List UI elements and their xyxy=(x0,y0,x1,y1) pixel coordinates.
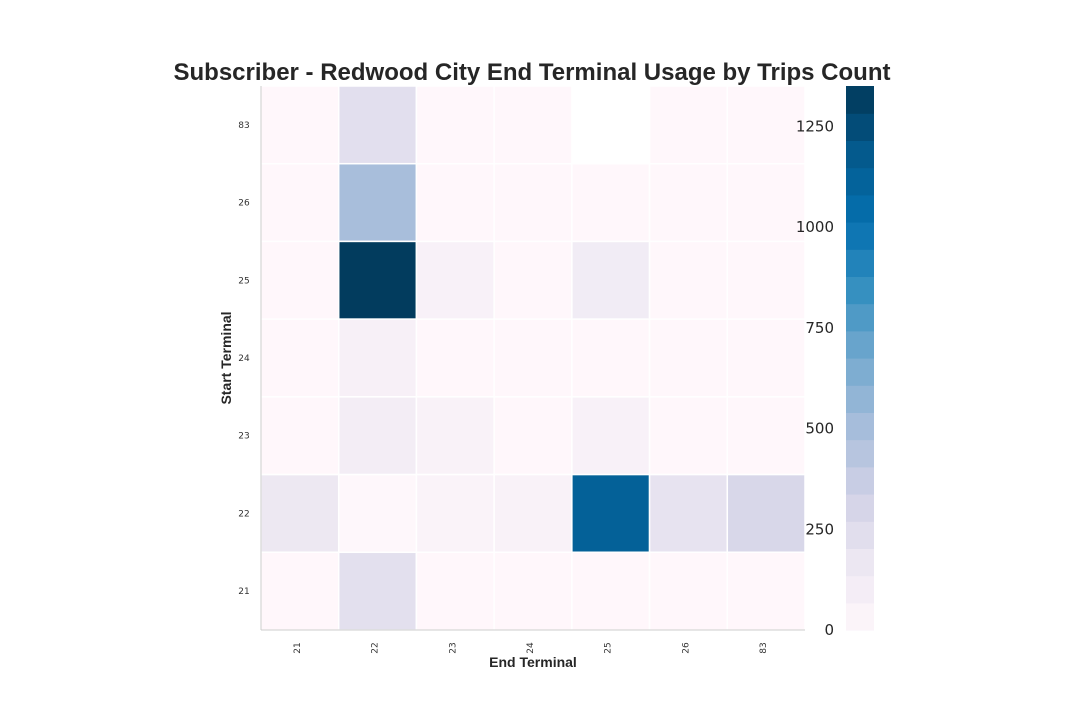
heatmap-cell-23-24 xyxy=(493,396,573,476)
x-tick-label: 21 xyxy=(293,642,303,653)
colorbar-level xyxy=(846,303,874,332)
colorbar-level xyxy=(846,330,874,359)
heatmap-cell-21-83 xyxy=(726,551,806,631)
heatmap-cell-22-83 xyxy=(726,473,806,554)
colorbar-level xyxy=(846,521,874,549)
x-tick-label: 83 xyxy=(759,642,769,653)
x-tick-label: 24 xyxy=(526,642,536,654)
heatmap-cell-25-22 xyxy=(337,240,418,320)
heatmap-cell-83-83 xyxy=(726,85,806,165)
chart-title: Subscriber - Redwood City End Terminal U… xyxy=(174,59,891,86)
x-axis-label: End Terminal xyxy=(489,654,577,670)
heatmap-cell-25-83 xyxy=(726,240,806,320)
heatmap-cell-83-24 xyxy=(493,85,573,165)
y-tick-label: 21 xyxy=(238,587,249,597)
heatmap-cell-25-25 xyxy=(571,240,651,320)
heatmap-cell-21-26 xyxy=(648,551,729,631)
colorbar-level xyxy=(846,548,874,577)
colorbar-level xyxy=(846,466,874,495)
colorbar-level xyxy=(846,140,874,169)
colorbar-level xyxy=(846,358,874,386)
colorbar-level xyxy=(846,385,874,413)
heatmap-cell-26-21 xyxy=(260,162,340,243)
x-tick-labels: 21 22 23 24 25 26 83 xyxy=(293,642,769,654)
heatmap-cell-23-21 xyxy=(260,396,340,476)
y-axis-label: Start Terminal xyxy=(218,311,234,404)
heatmap-cell-23-83 xyxy=(726,396,806,476)
colorbar-level xyxy=(846,113,874,141)
x-tick-label: 23 xyxy=(448,642,458,653)
colorbar-tick-label: 1250 xyxy=(796,117,834,135)
y-tick-label: 26 xyxy=(238,199,250,209)
axes xyxy=(260,86,805,631)
colorbar-level xyxy=(846,222,874,250)
heatmap-cell-21-22 xyxy=(337,551,418,631)
heatmap-cell-22-26 xyxy=(648,473,729,554)
heatmap-cell-24-24 xyxy=(493,318,573,398)
x-tick-label: 25 xyxy=(604,642,614,653)
colorbar-level xyxy=(846,249,874,277)
heatmap-cell-24-83 xyxy=(726,318,806,398)
colorbar-level xyxy=(846,602,874,631)
colorbar-level xyxy=(846,167,874,196)
x-tick-label: 22 xyxy=(371,642,381,653)
heatmap-cell-22-23 xyxy=(415,473,495,554)
heatmap-cell-25-21 xyxy=(260,240,340,320)
y-tick-labels: 83 26 25 24 23 22 21 xyxy=(238,121,250,597)
y-tick-label: 24 xyxy=(238,354,250,364)
heatmap-cell-22-24 xyxy=(493,473,573,554)
heatmap-cell-83-21 xyxy=(260,85,340,165)
heatmap-cell-22-22 xyxy=(337,473,418,554)
heatmap-cell-22-21 xyxy=(260,473,340,554)
colorbar-tick-labels: 0 250 500 750 1000 1250 xyxy=(796,117,834,639)
heatmap-cell-24-23 xyxy=(415,318,495,398)
heatmap-cells xyxy=(260,85,806,631)
colorbar-level xyxy=(846,439,874,468)
heatmap-cell-25-23 xyxy=(415,240,495,320)
colorbar-tick-label: 1000 xyxy=(796,218,834,236)
heatmap-cell-21-24 xyxy=(493,551,573,631)
heatmap-cell-24-26 xyxy=(648,318,729,398)
heatmap-cell-21-25 xyxy=(571,551,651,631)
colorbar-tick-label: 250 xyxy=(805,520,834,538)
y-tick-label: 83 xyxy=(238,121,249,131)
colorbar-level xyxy=(846,575,874,604)
colorbar xyxy=(846,86,874,631)
colorbar-level xyxy=(846,494,874,522)
colorbar-level xyxy=(846,194,874,223)
heatmap-cell-26-22 xyxy=(337,162,418,243)
heatmap-cell-23-26 xyxy=(648,396,729,476)
colorbar-level xyxy=(846,412,874,441)
heatmap-cell-23-25 xyxy=(571,396,651,476)
y-tick-label: 22 xyxy=(238,509,249,519)
heatmap-cell-25-26 xyxy=(648,240,729,320)
heatmap-cell-26-26 xyxy=(648,162,729,243)
heatmap-cell-21-21 xyxy=(260,551,340,631)
heatmap-cell-24-25 xyxy=(571,318,651,398)
heatmap-cell-83-26 xyxy=(648,85,729,165)
heatmap-cell-26-25 xyxy=(571,162,651,243)
heatmap-cell-23-22 xyxy=(337,396,418,476)
y-tick-label: 25 xyxy=(238,276,249,286)
y-tick-label: 23 xyxy=(238,432,249,442)
heatmap-cell-21-23 xyxy=(415,551,495,631)
heatmap-cell-26-83 xyxy=(726,162,806,243)
colorbar-tick-label: 500 xyxy=(805,420,834,438)
heatmap-cell-83-22 xyxy=(337,85,418,165)
heatmap-cell-83-23 xyxy=(415,85,495,165)
heatmap-cell-24-22 xyxy=(337,318,418,398)
colorbar-level xyxy=(846,276,874,305)
heatmap-cell-24-21 xyxy=(260,318,340,398)
x-tick-label: 26 xyxy=(681,642,691,654)
colorbar-tick-label: 0 xyxy=(824,621,834,639)
colorbar-tick-label: 750 xyxy=(805,319,834,337)
heatmap-cell-25-24 xyxy=(493,240,573,320)
heatmap-cell-26-23 xyxy=(415,162,495,243)
heatmap-cell-22-25 xyxy=(571,473,651,554)
heatmap-cell-26-24 xyxy=(493,162,573,243)
heatmap-cell-23-23 xyxy=(415,396,495,476)
colorbar-level xyxy=(846,86,874,114)
